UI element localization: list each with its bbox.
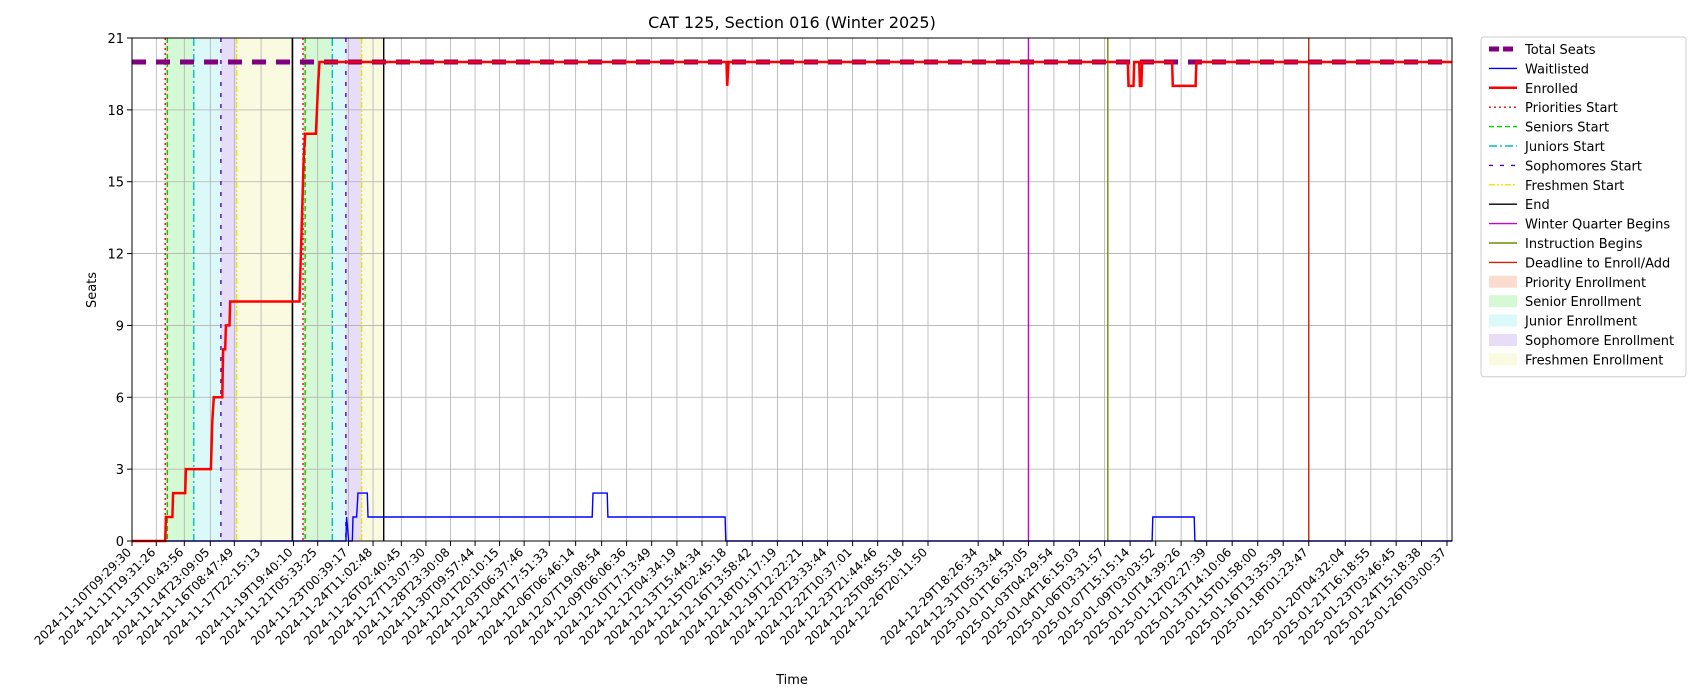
shaded-regions xyxy=(165,38,384,541)
y-tick-label: 15 xyxy=(107,176,124,191)
legend-label-total-seats: Total Seats xyxy=(1524,43,1596,58)
legend: Total Seats Waitlisted Enrolled Priorities … xyxy=(1480,36,1687,378)
legend-label-priority-enrollment: Priority Enrollment xyxy=(1525,276,1646,291)
y-tick-label: 9 xyxy=(116,319,124,334)
y-tick-label: 18 xyxy=(107,104,124,119)
legend-label-senior-enrollment: Senior Enrollment xyxy=(1525,295,1641,310)
legend-box xyxy=(1480,36,1687,378)
legend-label-sophomore-enrollment: Sophomore Enrollment xyxy=(1525,334,1674,349)
region-priority-enrollment xyxy=(165,38,168,541)
legend-label-priorities-start: Priorities Start xyxy=(1525,101,1618,116)
x-axis-label: Time xyxy=(775,673,808,688)
region-senior-enrollment xyxy=(167,38,194,541)
legend-swatch-priority-enrollment xyxy=(1489,275,1517,288)
y-axis-ticks: 0 3 6 9 12 15 18 21 xyxy=(107,32,132,550)
legend-label-instruction-begins: Instruction Begins xyxy=(1525,237,1643,252)
region-sophomore-enrollment xyxy=(220,38,237,541)
legend-label-winter-quarter-begins: Winter Quarter Begins xyxy=(1525,218,1670,233)
legend-label-end: End xyxy=(1525,198,1550,213)
event-lines xyxy=(164,38,1310,541)
x-axis-ticks: 2024-11-10T09:29:302024-11-11T19:31:2620… xyxy=(32,541,1449,648)
y-tick-label: 21 xyxy=(107,32,124,47)
legend-label-deadline-to-enroll-add: Deadline to Enroll/Add xyxy=(1525,256,1670,271)
legend-swatch-sophomore-enrollment xyxy=(1489,334,1517,346)
legend-label-freshmen-enrollment: Freshmen Enrollment xyxy=(1525,353,1663,368)
region-junior-enrollment xyxy=(332,38,346,541)
legend-swatch-freshmen-enrollment xyxy=(1489,353,1517,366)
legend-label-junior-enrollment: Junior Enrollment xyxy=(1524,315,1637,330)
legend-label-juniors-start: Juniors Start xyxy=(1524,140,1605,155)
y-tick-label: 12 xyxy=(107,248,124,263)
y-axis-label: Seats xyxy=(85,272,100,308)
legend-label-waitlisted: Waitlisted xyxy=(1525,62,1589,77)
y-tick-label: 0 xyxy=(116,535,124,550)
region-freshmen-enrollment xyxy=(236,38,293,541)
legend-swatch-senior-enrollment xyxy=(1489,295,1517,308)
region-senior-enrollment xyxy=(305,38,333,541)
region-sophomore-enrollment xyxy=(345,38,362,541)
legend-label-freshmen-start: Freshmen Start xyxy=(1525,179,1624,194)
legend-label-enrolled: Enrolled xyxy=(1525,82,1578,97)
legend-swatch-junior-enrollment xyxy=(1489,314,1517,327)
y-tick-label: 3 xyxy=(116,463,124,478)
plot-frame xyxy=(131,37,1453,542)
y-tick-label: 6 xyxy=(116,391,124,406)
legend-label-seniors-start: Seniors Start xyxy=(1525,121,1609,136)
chart-title: CAT 125, Section 016 (Winter 2025) xyxy=(648,13,936,32)
region-priority-enrollment xyxy=(303,38,306,541)
legend-label-sophomores-start: Sophomores Start xyxy=(1525,159,1642,174)
region-junior-enrollment xyxy=(193,38,221,541)
series-enrolled xyxy=(132,60,1452,543)
